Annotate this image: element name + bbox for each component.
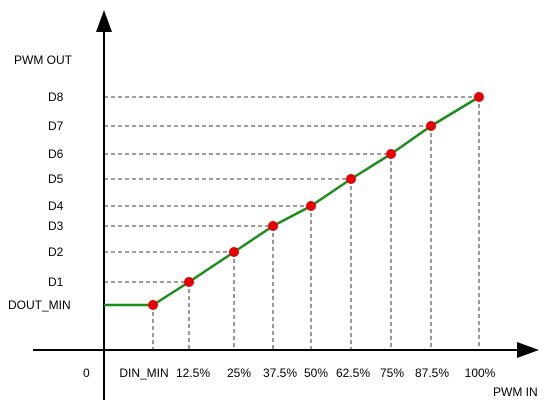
- y-tick-label: D7: [48, 119, 64, 133]
- y-tick-label: D4: [48, 199, 64, 213]
- data-point: [386, 149, 396, 159]
- labels: PWM OUT PWM IN 0: [14, 53, 538, 399]
- data-point: [346, 174, 356, 184]
- y-tick-label: D6: [48, 147, 64, 161]
- x-tick-label: 62.5%: [336, 366, 370, 380]
- x-tick-label: 75%: [380, 366, 404, 380]
- x-tick-label: 100%: [465, 366, 496, 380]
- x-tick-label: 50%: [304, 366, 328, 380]
- y-tick-label: D1: [48, 275, 64, 289]
- x-axis-title: PWM IN: [493, 385, 538, 399]
- y-tick-labels: DOUT_MIN D1 D2 D3 D4 D5 D6 D7 D8: [8, 90, 71, 312]
- data-point: [426, 121, 436, 131]
- x-tick-label: DIN_MIN: [119, 366, 168, 380]
- x-axis-arrow: [517, 342, 539, 358]
- x-tick-label: 12.5%: [176, 366, 210, 380]
- y-tick-label: D3: [48, 219, 64, 233]
- data-point: [148, 300, 158, 310]
- data-point: [474, 92, 484, 102]
- y-tick-label: D8: [48, 90, 64, 104]
- series-line: [104, 95, 480, 307]
- y-axis-arrow: [96, 10, 112, 32]
- y-tick-label: DOUT_MIN: [8, 298, 71, 312]
- x-tick-label: 87.5%: [415, 366, 449, 380]
- data-point: [306, 201, 316, 211]
- y-tick-label: D5: [48, 172, 64, 186]
- y-tick-label: D2: [48, 245, 64, 259]
- data-point: [268, 221, 278, 231]
- series-line-group: [104, 95, 480, 307]
- axes: [33, 10, 539, 400]
- origin-label: 0: [83, 366, 90, 380]
- data-point: [184, 277, 194, 287]
- x-tick-labels: DIN_MIN 12.5% 25% 37.5% 50% 62.5% 75% 87.5% 100%: [119, 366, 495, 380]
- x-tick-label: 37.5%: [263, 366, 297, 380]
- guide-lines: [104, 96, 480, 350]
- data-point: [229, 247, 239, 257]
- data-points: [148, 92, 484, 310]
- x-tick-label: 25%: [227, 366, 251, 380]
- y-axis-title: PWM OUT: [14, 53, 73, 67]
